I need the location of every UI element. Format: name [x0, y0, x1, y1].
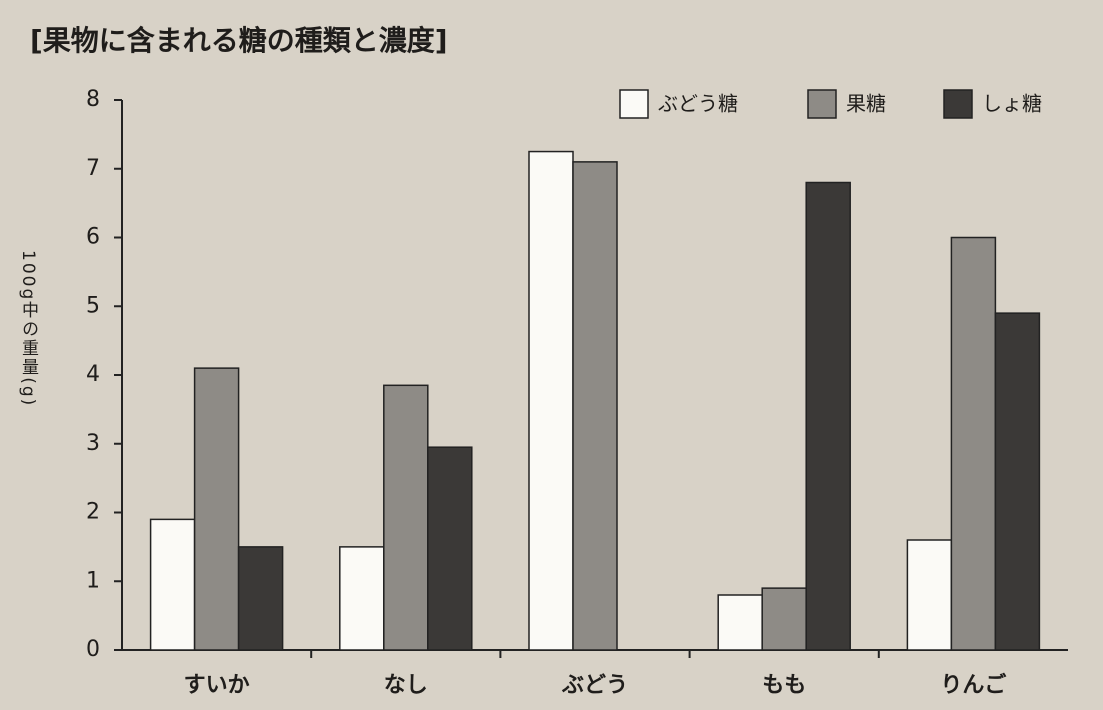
x-tick-label: もも [762, 673, 806, 698]
x-tick-label: ぶどう [561, 673, 628, 698]
bar [906, 539, 953, 651]
x-tick-label: すいか [184, 673, 250, 698]
y-tick-label: 8 [86, 87, 100, 112]
legend-swatch [807, 89, 837, 119]
bar [950, 236, 997, 651]
x-tick-label: りんご [940, 672, 1006, 698]
y-tick-label: 7 [86, 156, 100, 181]
chart-title: [果物に含まれる糖の種類と濃度] [30, 24, 448, 57]
legend-swatch [943, 89, 973, 119]
legend-label: 果糖 [846, 92, 886, 116]
y-tick-label: 3 [86, 431, 100, 456]
bar [572, 161, 618, 651]
y-tick-label: 5 [86, 293, 100, 318]
y-tick-label: 1 [86, 568, 100, 593]
bar [717, 594, 763, 651]
bar [994, 312, 1041, 651]
bar [339, 546, 385, 651]
y-axis-label: 100g中の重量(g) [18, 250, 39, 407]
legend-label: ぶどう糖 [658, 92, 738, 116]
x-tick-label: なし [384, 673, 428, 698]
bar [149, 518, 196, 651]
legend-label: しょ糖 [982, 92, 1042, 116]
legend-swatch [619, 89, 649, 119]
bar [237, 546, 284, 651]
bar [805, 181, 851, 651]
y-tick-label: 6 [86, 225, 100, 250]
y-tick-label: 4 [86, 362, 100, 387]
bar [427, 446, 473, 651]
bar [528, 150, 574, 651]
bar [383, 384, 429, 651]
bar [193, 367, 240, 651]
y-tick-label: 0 [86, 637, 100, 662]
y-tick-label: 2 [86, 500, 100, 525]
bar [761, 587, 807, 651]
